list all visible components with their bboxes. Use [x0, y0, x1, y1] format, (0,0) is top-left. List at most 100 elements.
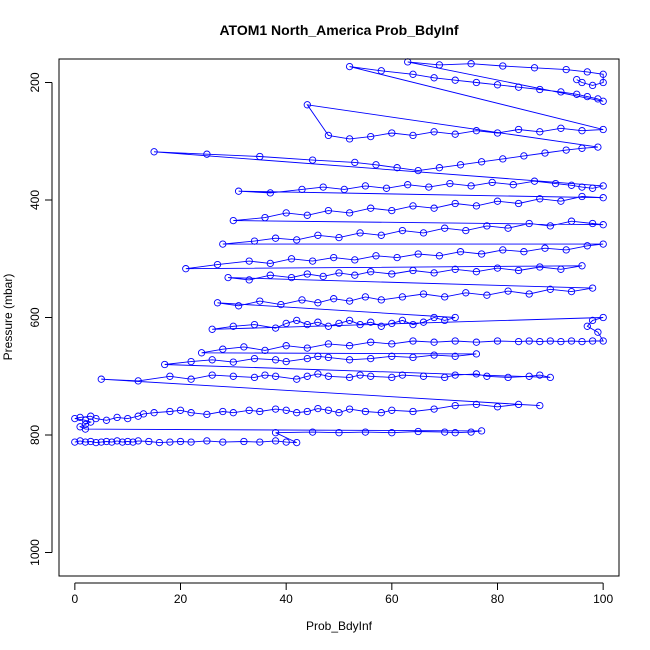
data-point [287, 255, 296, 263]
data-point [118, 438, 127, 446]
data-point [361, 407, 370, 416]
data-point [330, 253, 338, 262]
data-point [483, 291, 491, 299]
data-point [488, 178, 496, 187]
data-point [271, 234, 280, 242]
data-point [409, 337, 417, 345]
data-point [97, 375, 105, 383]
data-point [293, 375, 301, 383]
data-point [287, 273, 296, 282]
data-point [229, 216, 237, 225]
data-point [409, 320, 417, 329]
data-point [361, 182, 370, 190]
data-point [351, 158, 359, 167]
data-point [319, 183, 327, 191]
data-point [430, 405, 438, 413]
data-point [166, 372, 174, 380]
data-point [567, 217, 576, 225]
data-point [499, 62, 507, 70]
data-point [451, 401, 459, 410]
data-point [588, 81, 597, 90]
data-point [314, 404, 322, 413]
data-point [134, 377, 142, 385]
data-point [409, 353, 417, 362]
data-point [219, 407, 227, 416]
data-point [213, 260, 222, 269]
data-point [435, 164, 444, 172]
data-point [356, 229, 364, 237]
data-point [557, 265, 565, 273]
data-point [208, 371, 216, 379]
data-point [229, 358, 237, 366]
data-point [599, 182, 607, 190]
data-point [345, 316, 354, 325]
data-point [372, 161, 380, 169]
data-point [530, 64, 539, 72]
data-point [546, 285, 554, 293]
data-point [351, 256, 359, 264]
data-point [583, 92, 591, 101]
data-point [583, 242, 591, 250]
data-point [134, 437, 142, 445]
data-point [367, 268, 375, 276]
data-point [441, 293, 449, 301]
data-point [250, 320, 259, 329]
x-tick-label: 0 [72, 592, 79, 606]
data-point [588, 316, 597, 325]
data-point [493, 403, 502, 411]
data-point [388, 340, 396, 348]
data-point [303, 372, 311, 380]
data-point [250, 237, 259, 245]
data-point [277, 300, 285, 309]
data-point [472, 78, 481, 87]
data-point [493, 264, 502, 272]
data-point [398, 371, 407, 379]
y-tick-label: 200 [28, 72, 42, 92]
data-point [377, 322, 385, 330]
data-point [493, 337, 502, 345]
data-point [345, 209, 354, 217]
data-point [361, 293, 370, 301]
data-point [282, 342, 290, 350]
data-point [536, 85, 544, 94]
x-axis: 0 20 40 60 80 100 [72, 582, 613, 606]
data-point [388, 373, 396, 382]
data-point [335, 319, 343, 328]
data-point [514, 83, 523, 91]
data-point [87, 437, 95, 446]
data-point [536, 128, 544, 136]
data-point [203, 410, 211, 419]
data-point [176, 437, 185, 446]
data-point [578, 192, 586, 201]
data-point [266, 189, 274, 197]
data-point [150, 409, 158, 417]
data-point [504, 224, 512, 232]
data-point [493, 197, 502, 205]
data-point [451, 130, 459, 138]
data-point [76, 437, 84, 445]
data-point [388, 429, 396, 437]
data-point [435, 61, 444, 69]
data-point [451, 371, 459, 379]
data-point [456, 161, 465, 169]
data-point [219, 345, 227, 353]
data-point [599, 97, 607, 105]
data-point [578, 127, 586, 135]
data-point [557, 88, 565, 96]
data-point [472, 350, 481, 358]
data-point [562, 146, 570, 154]
data-point [150, 148, 158, 156]
x-tick-label: 60 [385, 592, 399, 606]
data-point [203, 437, 211, 445]
data-point [314, 370, 322, 378]
data-point [367, 354, 375, 363]
data-point [382, 184, 391, 192]
data-point [340, 185, 348, 194]
data-point [567, 337, 576, 345]
data-point [451, 429, 459, 437]
data-point [303, 354, 311, 363]
data-point [345, 297, 354, 305]
data-point [562, 246, 570, 254]
data-point [441, 224, 449, 232]
data-point [324, 340, 333, 348]
